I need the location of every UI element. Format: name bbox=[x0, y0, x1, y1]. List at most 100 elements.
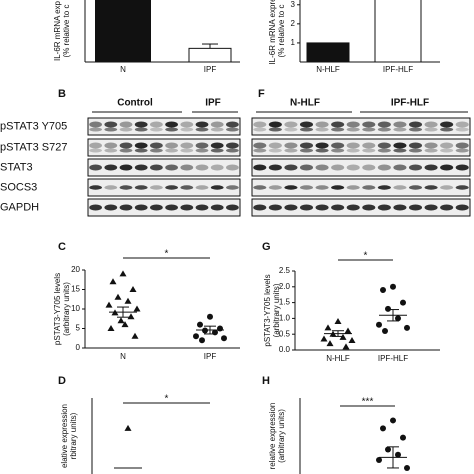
blot-band bbox=[180, 204, 194, 211]
blot-band bbox=[134, 185, 148, 190]
point bbox=[376, 321, 382, 328]
blot-band bbox=[331, 204, 345, 211]
point bbox=[385, 305, 391, 312]
x-tick-label: N bbox=[120, 352, 126, 361]
blot-band bbox=[377, 142, 391, 149]
blot-band bbox=[150, 121, 163, 128]
blot-band bbox=[268, 148, 282, 153]
blot-band bbox=[119, 148, 133, 153]
blot-band bbox=[150, 148, 163, 153]
blot-header: N-HLF bbox=[290, 98, 320, 109]
y-tick-label: 2.0 bbox=[279, 282, 291, 291]
blot-band bbox=[253, 164, 267, 171]
point bbox=[121, 321, 129, 328]
blot-band bbox=[134, 142, 148, 149]
point bbox=[107, 325, 115, 331]
blot-band bbox=[150, 164, 163, 171]
bar bbox=[306, 42, 350, 63]
blot-band bbox=[89, 142, 102, 149]
blot-band bbox=[150, 185, 163, 190]
blot-band bbox=[284, 148, 298, 153]
blot-box bbox=[251, 198, 471, 217]
blot-band bbox=[440, 185, 454, 190]
bar bbox=[95, 0, 151, 63]
blot-band bbox=[195, 148, 209, 153]
blot-band bbox=[89, 127, 102, 132]
blot-band bbox=[362, 204, 376, 211]
blot-band bbox=[408, 127, 423, 132]
y-tick-label: 5 bbox=[76, 324, 81, 333]
y-axis-label: rbitrary units) bbox=[69, 412, 78, 459]
blot-band bbox=[284, 204, 298, 211]
blot-band bbox=[346, 204, 360, 211]
blot-band bbox=[165, 127, 178, 132]
blot-box bbox=[87, 198, 241, 217]
blot-band bbox=[377, 148, 391, 153]
point bbox=[127, 313, 135, 320]
x-tick-label: N bbox=[120, 65, 126, 74]
blot-band bbox=[440, 204, 454, 211]
significance-label: * bbox=[165, 249, 169, 260]
blot-band bbox=[195, 121, 209, 128]
significance-label: * bbox=[364, 251, 368, 262]
blot-band bbox=[377, 204, 391, 211]
blot-band bbox=[440, 164, 454, 171]
panel-letter: F bbox=[258, 88, 265, 100]
blot-band bbox=[210, 164, 224, 171]
y-axis-label: pSTAT3-Y705 levels bbox=[263, 274, 272, 346]
y-tick-label: 0.5 bbox=[279, 329, 291, 338]
blot-box bbox=[251, 178, 471, 197]
blot-band bbox=[119, 121, 133, 128]
blot-band bbox=[268, 164, 282, 171]
x-tick-label: IPF bbox=[204, 65, 217, 74]
blot-band bbox=[440, 148, 454, 153]
blot-band bbox=[165, 185, 178, 190]
point bbox=[376, 457, 382, 464]
y-axis-label: (arbitrary units) bbox=[62, 282, 71, 336]
blot-band bbox=[362, 142, 376, 149]
point bbox=[395, 451, 401, 458]
blot-band bbox=[377, 185, 391, 190]
blot-band bbox=[195, 164, 209, 171]
blot-band bbox=[299, 148, 314, 153]
blot-band bbox=[89, 164, 102, 171]
blot-band bbox=[315, 127, 329, 132]
point bbox=[221, 335, 227, 342]
point bbox=[124, 297, 132, 304]
blot-band bbox=[165, 121, 178, 128]
point bbox=[109, 278, 117, 285]
blot-band bbox=[134, 204, 148, 211]
blot-band bbox=[315, 164, 329, 171]
blot-band bbox=[104, 204, 118, 211]
blot-band bbox=[210, 127, 224, 132]
blot-row-label: SOCS3 bbox=[0, 181, 37, 193]
blot-band bbox=[377, 121, 391, 128]
blot-band bbox=[150, 142, 163, 149]
blot-band bbox=[455, 148, 469, 153]
blot-band bbox=[89, 204, 102, 211]
blot-band bbox=[210, 185, 224, 190]
blot-band bbox=[455, 204, 469, 211]
blot-band bbox=[268, 127, 282, 132]
blot-header: Control bbox=[117, 98, 153, 109]
point bbox=[385, 446, 391, 453]
y-tick-label: 2 bbox=[291, 19, 296, 28]
blot-band bbox=[393, 204, 407, 211]
blot-band bbox=[226, 185, 239, 190]
blot-band bbox=[195, 142, 209, 149]
point bbox=[197, 321, 203, 328]
blot-band bbox=[346, 148, 360, 153]
blot-band bbox=[89, 121, 102, 128]
y-tick-label: 0 bbox=[76, 343, 81, 352]
panel-letter: C bbox=[58, 241, 66, 253]
point bbox=[380, 425, 386, 432]
blot-band bbox=[284, 127, 298, 132]
y-axis-label: pSTAT3-Y705 levels bbox=[53, 273, 62, 345]
blot-band bbox=[134, 121, 148, 128]
blot-band bbox=[299, 127, 314, 132]
panel-letter: G bbox=[262, 241, 271, 253]
blot-band bbox=[180, 148, 194, 153]
blot-band bbox=[268, 121, 282, 128]
blot-band bbox=[119, 164, 133, 171]
